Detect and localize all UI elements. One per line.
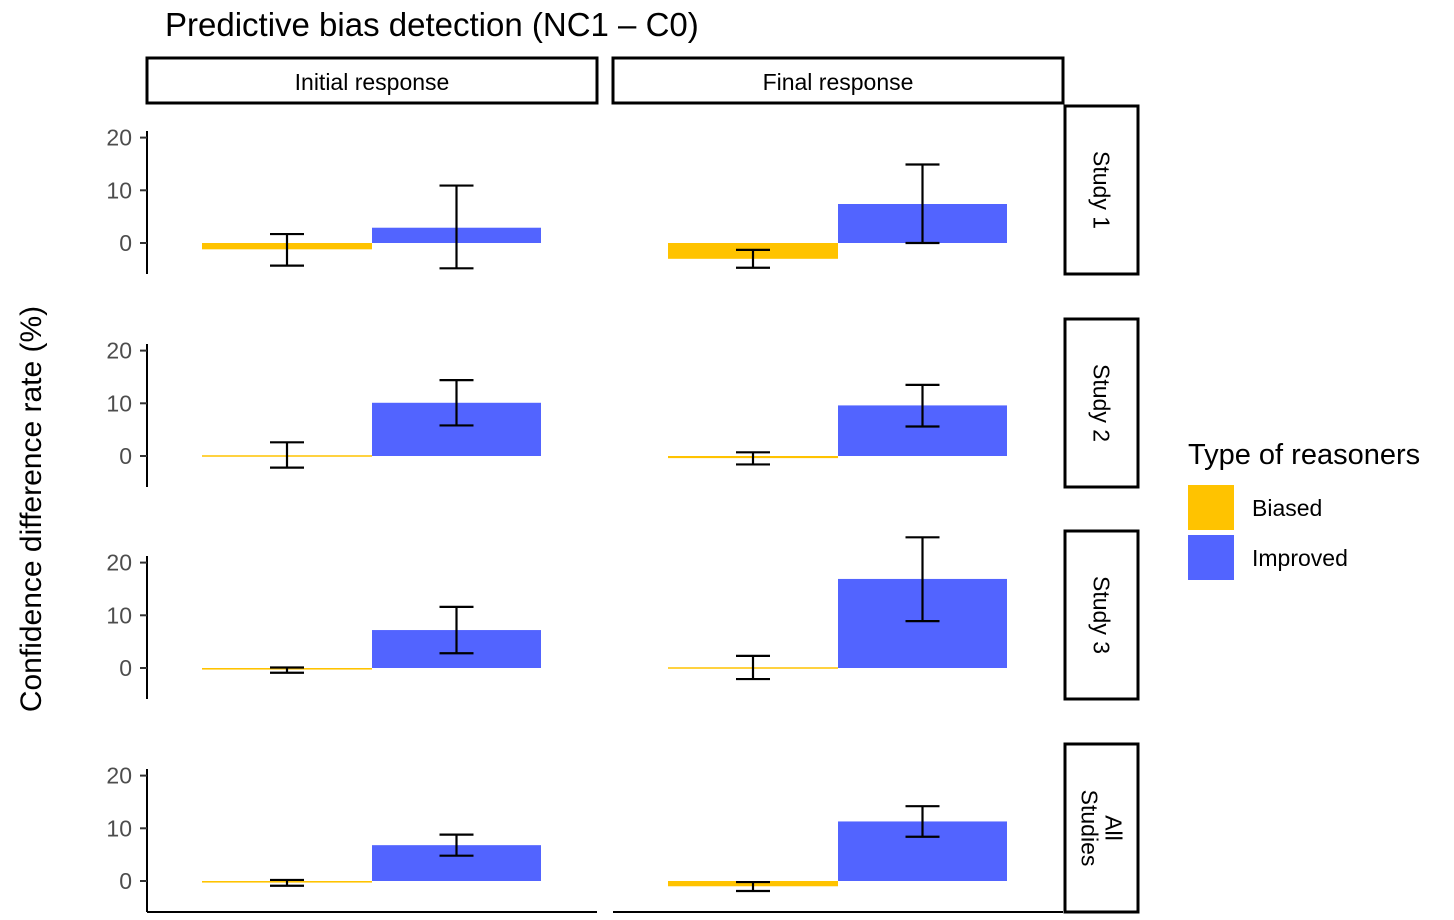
legend: Type of reasoners Biased Improved	[1188, 439, 1420, 580]
row-strip-label-2-0: Study 3	[1089, 576, 1115, 654]
column-strip-label-1: Final response	[763, 69, 914, 95]
y-tick-label-1-20: 20	[106, 338, 132, 364]
row-strip-label-1-0: Study 2	[1089, 364, 1115, 442]
row-strip-3	[1063, 742, 1140, 914]
chart-title: Predictive bias detection (NC1 – C0)	[165, 6, 699, 43]
y-tick-label-2-20: 20	[106, 550, 132, 576]
y-tick-label-3-20: 20	[106, 763, 132, 789]
y-tick-label-1-0: 0	[119, 443, 132, 469]
legend-swatch-improved	[1188, 535, 1234, 580]
row-strip-2	[1063, 529, 1140, 701]
row-strip-label-3-1: Studies	[1077, 790, 1103, 867]
y-tick-label-0-10: 10	[106, 177, 132, 203]
row-strip-1	[1063, 317, 1140, 489]
y-tick-label-2-0: 0	[119, 655, 132, 681]
column-strip-0	[145, 56, 599, 105]
y-tick-label-1-10: 10	[106, 390, 132, 416]
row-strip-0	[1063, 104, 1140, 276]
y-tick-label-3-0: 0	[119, 868, 132, 894]
column-strip-1	[611, 56, 1065, 105]
y-tick-label-0-20: 20	[106, 125, 132, 151]
legend-label-biased: Biased	[1252, 495, 1322, 521]
row-strip-label-3-0: All	[1101, 815, 1127, 841]
column-strip-label-0: Initial response	[295, 69, 450, 95]
legend-swatch-biased	[1188, 485, 1234, 530]
panels-layer: Initial response Final response Study 1 0 10…	[106, 56, 1140, 914]
y-tick-label-2-10: 10	[106, 602, 132, 628]
y-axis-label: Confidence difference rate (%)	[15, 306, 48, 712]
legend-label-improved: Improved	[1252, 545, 1348, 571]
y-tick-label-3-10: 10	[106, 815, 132, 841]
y-tick-label-0-0: 0	[119, 230, 132, 256]
row-strip-label-0-0: Study 1	[1089, 151, 1115, 229]
legend-title: Type of reasoners	[1188, 439, 1420, 471]
